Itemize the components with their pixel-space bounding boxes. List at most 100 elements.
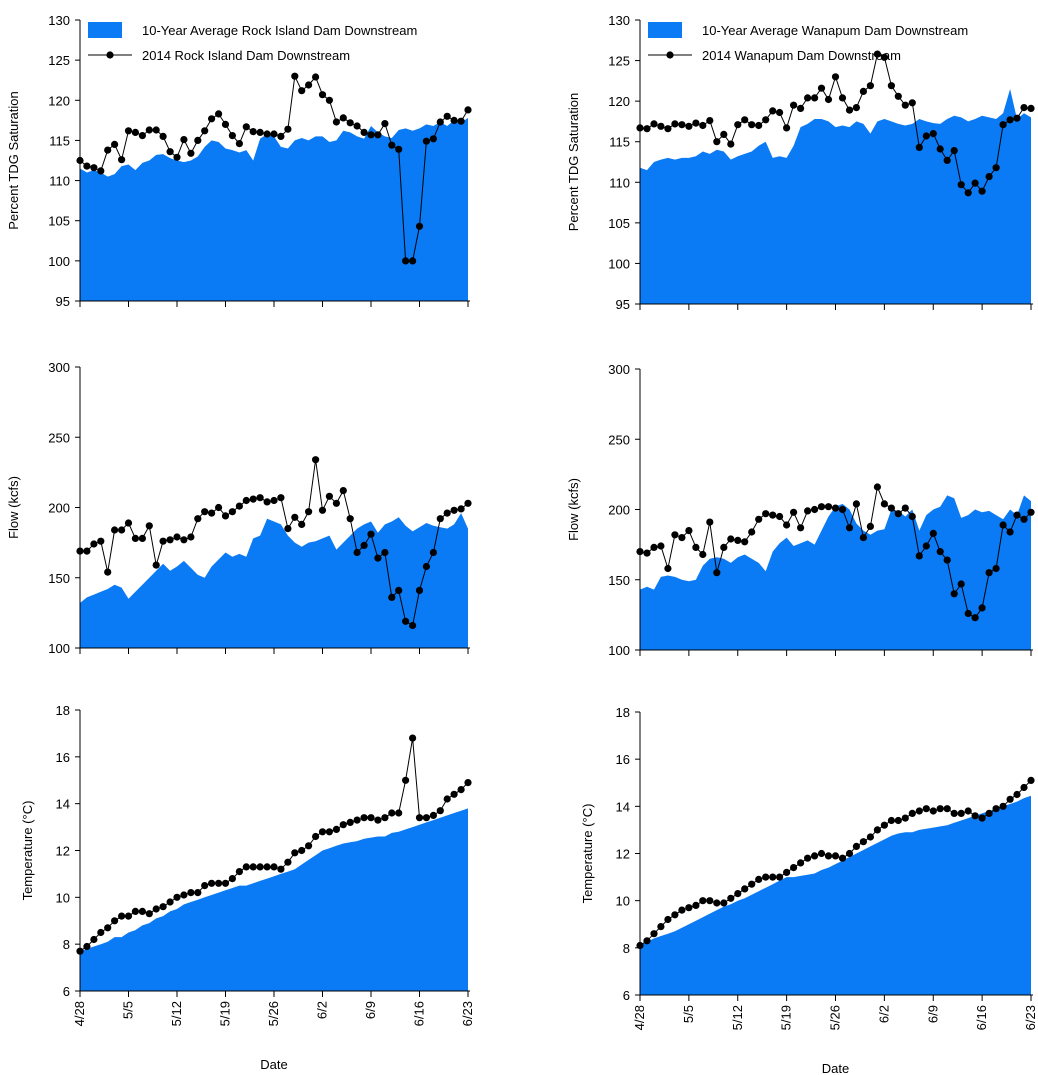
chart-ri_flow: 100 150 200 250 300 Flow (kcfs) (6, 360, 472, 656)
data-point (811, 94, 819, 102)
legend-swatch-marker (106, 51, 114, 59)
data-point (1013, 511, 1021, 519)
data-point (97, 537, 105, 545)
data-point (450, 506, 458, 514)
legend: 10-Year Average Wanapum Dam Downstream 20… (648, 22, 968, 63)
data-point (374, 554, 382, 562)
y-tick-label: 125 (608, 54, 630, 69)
data-point (318, 828, 327, 836)
data-point (450, 116, 458, 124)
data-point (367, 814, 375, 822)
area-series-10yr-avg (640, 495, 1031, 650)
data-point (922, 132, 930, 140)
data-point (817, 84, 826, 92)
data-point (706, 897, 714, 905)
y-tick-label: 100 (608, 643, 630, 658)
data-point (194, 136, 202, 144)
area-series-10yr-avg (80, 117, 468, 302)
data-point (901, 504, 909, 512)
data-point (312, 456, 320, 464)
y-tick-label: 120 (608, 94, 630, 109)
data-point (173, 533, 181, 541)
data-point (457, 786, 465, 794)
y-tick-label: 115 (609, 135, 630, 150)
legend: 10-Year Average Rock Island Dam Downstre… (88, 22, 417, 63)
data-point (415, 222, 424, 230)
data-point (415, 814, 424, 822)
data-point (762, 510, 770, 518)
data-point (769, 511, 777, 519)
data-point (152, 905, 160, 913)
data-point (138, 132, 146, 140)
data-point (346, 515, 354, 523)
data-point (887, 504, 896, 512)
data-point (457, 505, 465, 513)
data-point (650, 120, 658, 128)
data-point (284, 525, 292, 533)
data-point (346, 818, 354, 827)
x-tick-label: 6/23 (1023, 1005, 1038, 1030)
data-point (325, 828, 333, 836)
data-point (838, 94, 847, 102)
data-point (957, 181, 965, 189)
data-point (936, 145, 944, 153)
data-point (657, 542, 665, 550)
data-point (741, 116, 749, 124)
data-point (755, 515, 763, 523)
data-point (811, 852, 819, 860)
data-point (922, 805, 930, 813)
y-tick-label: 130 (48, 13, 70, 28)
data-point (422, 562, 430, 571)
data-point (915, 552, 923, 560)
data-point (111, 917, 119, 925)
data-point (360, 128, 368, 136)
data-point (776, 108, 784, 117)
data-point (657, 923, 665, 931)
data-point (395, 145, 403, 153)
y-tick-label: 200 (48, 501, 70, 516)
data-point (436, 515, 444, 523)
data-point (894, 510, 902, 518)
data-point (797, 859, 805, 867)
data-point (769, 107, 777, 115)
data-point (464, 779, 472, 787)
area-series-10yr-avg (80, 808, 468, 991)
data-point (263, 498, 271, 506)
y-tick-label: 300 (608, 362, 630, 377)
x-tick-label: 5/19 (218, 1001, 233, 1026)
data-point (159, 132, 167, 140)
data-point (256, 863, 264, 871)
data-point (866, 833, 875, 841)
y-tick-label: 18 (616, 705, 630, 720)
data-point (929, 130, 937, 138)
y-tick-label: 100 (608, 256, 630, 271)
x-tick-label: 5/12 (730, 1005, 745, 1030)
data-point (249, 863, 257, 871)
y-tick-label: 95 (56, 294, 70, 309)
data-point (374, 131, 382, 139)
data-point (978, 187, 986, 195)
data-point (1006, 528, 1014, 536)
data-point (152, 126, 160, 134)
data-point (242, 863, 250, 871)
data-point (790, 864, 798, 872)
y-tick-label: 250 (48, 430, 70, 445)
data-point (755, 121, 763, 130)
data-point (256, 494, 264, 502)
data-point (1027, 776, 1035, 785)
data-point (111, 526, 119, 534)
data-point (284, 858, 292, 866)
data-point (429, 135, 437, 143)
data-point (678, 534, 686, 542)
data-point (664, 564, 672, 573)
data-point (971, 614, 979, 622)
data-point (734, 890, 742, 898)
data-point (443, 112, 451, 120)
data-point (263, 863, 271, 871)
y-tick-label: 8 (63, 937, 70, 952)
y-tick-label: 200 (608, 503, 630, 518)
data-point (318, 506, 327, 514)
data-point (429, 548, 437, 557)
data-point (859, 838, 868, 846)
x-tick-label: 6/2 (315, 1001, 330, 1019)
